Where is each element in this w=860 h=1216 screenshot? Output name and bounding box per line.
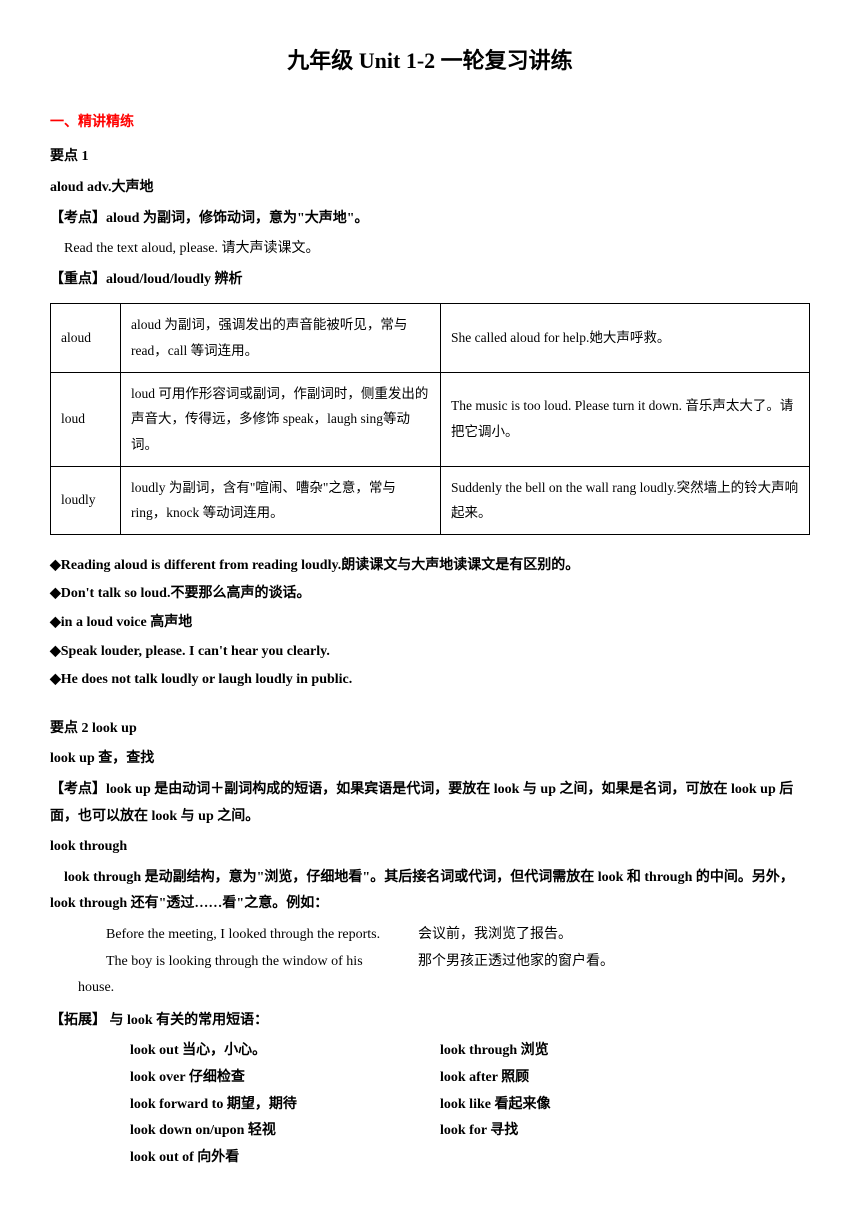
- point2-sub2-desc: look through 是动副结构，意为"浏览，仔细地看"。其后接名词或代词，…: [50, 865, 810, 918]
- point2-exam: 【考点】look up 是由动词＋副词构成的短语，如果宾语是代词，要放在 loo…: [50, 777, 810, 830]
- diamond-item: ◆Don't talk so loud.不要那么高声的谈话。: [50, 581, 810, 608]
- point1-key: 【重点】aloud/loud/loudly 辨析: [50, 267, 810, 294]
- example-right: 会议前，我浏览了报告。: [390, 922, 810, 949]
- diamond-item: ◆He does not talk loudly or laugh loudly…: [50, 667, 810, 694]
- diamond-item: ◆Reading aloud is different from reading…: [50, 553, 810, 580]
- phrase-row: look forward to 期望，期待 look like 看起来像: [130, 1092, 810, 1119]
- section-header: 一、精讲精练: [50, 110, 810, 137]
- example-right: 那个男孩正透过他家的窗户看。: [390, 949, 810, 1002]
- table-cell-desc: aloud 为副词，强调发出的声音能被听见，常与read，call 等词连用。: [121, 304, 441, 372]
- phrase-row: look down on/upon 轻视 look for 寻找: [130, 1118, 810, 1145]
- phrase-left: look forward to 期望，期待: [130, 1092, 440, 1119]
- example-left: The boy is looking through the window of…: [50, 949, 390, 1002]
- table-cell-example: She called aloud for help.她大声呼救。: [441, 304, 810, 372]
- diamond-item: ◆in a loud voice 高声地: [50, 610, 810, 637]
- point1-exam: 【考点】aloud 为副词，修饰动词，意为"大声地"。: [50, 206, 810, 233]
- phrase-right: [440, 1145, 810, 1172]
- example-left: Before the meeting, I looked through the…: [50, 922, 390, 949]
- example-row: Before the meeting, I looked through the…: [50, 922, 810, 949]
- phrase-right: look for 寻找: [440, 1118, 810, 1145]
- point2-sub1: look up 查，查找: [50, 746, 810, 773]
- phrase-left: look out 当心，小心。: [130, 1038, 440, 1065]
- phrase-list: look out 当心，小心。 look through 浏览 look ove…: [50, 1038, 810, 1171]
- table-cell-example: Suddenly the bell on the wall rang loudl…: [441, 466, 810, 534]
- point1-heading: 要点 1: [50, 144, 810, 171]
- table-cell-example: The music is too loud. Please turn it do…: [441, 372, 810, 466]
- diamond-list: ◆Reading aloud is different from reading…: [50, 553, 810, 694]
- phrase-right: look through 浏览: [440, 1038, 810, 1065]
- table-cell-desc: loud 可用作形容词或副词，作副词时，侧重发出的声音大，传得远，多修饰 spe…: [121, 372, 441, 466]
- phrase-left: look out of 向外看: [130, 1145, 440, 1172]
- point1-example: Read the text aloud, please. 请大声读课文。: [50, 236, 810, 263]
- phrase-left: look down on/upon 轻视: [130, 1118, 440, 1145]
- phrase-row: look over 仔细检查 look after 照顾: [130, 1065, 810, 1092]
- table-cell-word: aloud: [51, 304, 121, 372]
- table-row: loudly loudly 为副词，含有"喧闹、嘈杂"之意，常与ring，kno…: [51, 466, 810, 534]
- phrase-left: look over 仔细检查: [130, 1065, 440, 1092]
- point2-heading: 要点 2 look up: [50, 716, 810, 743]
- extension-heading: 【拓展】 与 look 有关的常用短语：: [50, 1008, 810, 1035]
- point2-section: 要点 2 look up look up 查，查找 【考点】look up 是由…: [50, 716, 810, 1172]
- example-row: The boy is looking through the window of…: [50, 949, 810, 1002]
- diamond-item: ◆Speak louder, please. I can't hear you …: [50, 639, 810, 666]
- point2-sub2: look through: [50, 834, 810, 861]
- table-cell-desc: loudly 为副词，含有"喧闹、嘈杂"之意，常与ring，knock 等动词连…: [121, 466, 441, 534]
- comparison-table: aloud aloud 为副词，强调发出的声音能被听见，常与read，call …: [50, 303, 810, 534]
- phrase-row: look out of 向外看: [130, 1145, 810, 1172]
- phrase-row: look out 当心，小心。 look through 浏览: [130, 1038, 810, 1065]
- page-title: 九年级 Unit 1-2 一轮复习讲练: [50, 40, 810, 82]
- point1-word: aloud adv.大声地: [50, 175, 810, 202]
- table-row: loud loud 可用作形容词或副词，作副词时，侧重发出的声音大，传得远，多修…: [51, 372, 810, 466]
- phrase-right: look like 看起来像: [440, 1092, 810, 1119]
- phrase-right: look after 照顾: [440, 1065, 810, 1092]
- table-cell-word: loud: [51, 372, 121, 466]
- table-cell-word: loudly: [51, 466, 121, 534]
- table-row: aloud aloud 为副词，强调发出的声音能被听见，常与read，call …: [51, 304, 810, 372]
